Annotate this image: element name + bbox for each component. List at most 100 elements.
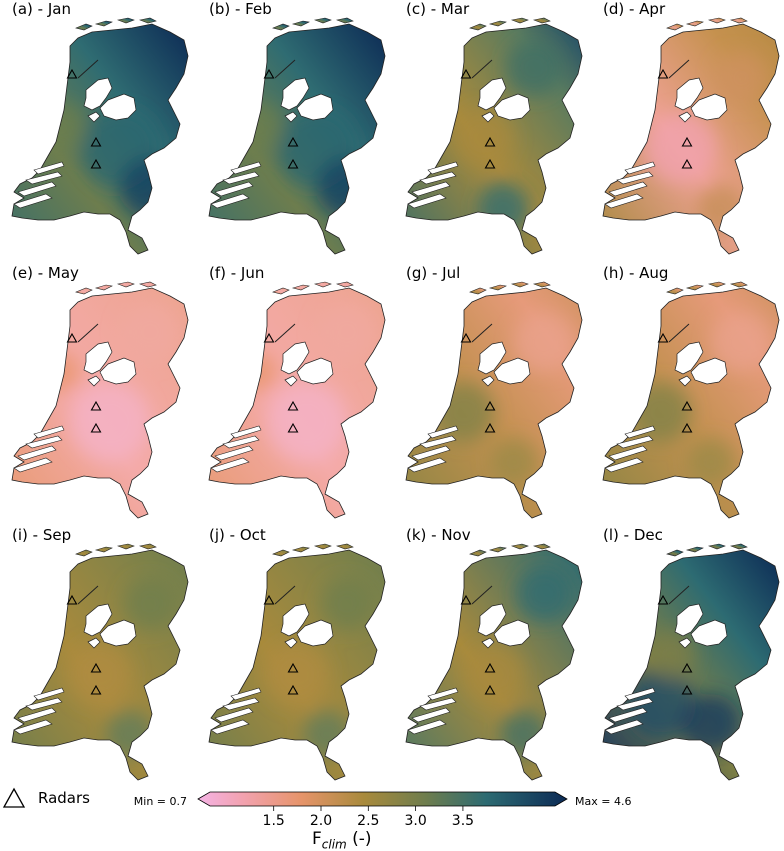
colorbar-gradient — [197, 791, 568, 807]
netherlands-map — [405, 543, 583, 781]
water-body — [284, 375, 298, 387]
wadden-island — [685, 284, 704, 291]
netherlands-map — [11, 281, 189, 519]
afsluitdijk — [274, 59, 296, 79]
estuary — [17, 181, 57, 197]
wadden-island — [707, 281, 726, 288]
water-body — [674, 77, 704, 111]
radar-marker — [657, 68, 669, 79]
estuary — [17, 445, 57, 461]
water-body — [690, 357, 728, 385]
netherlands-map — [602, 17, 780, 255]
water-body — [83, 341, 113, 375]
radar-marker — [287, 136, 299, 147]
colorbar-max-label: Max = 4.6 — [575, 795, 631, 808]
estuary — [427, 161, 459, 175]
wadden-island — [75, 23, 93, 31]
water-body — [99, 619, 137, 647]
water-body — [493, 93, 531, 121]
radar-marker — [90, 400, 102, 411]
month-map-panel: (e) - May — [0, 264, 196, 528]
radar-marker — [66, 68, 78, 79]
month-map-panel: (i) - Sep — [0, 526, 196, 790]
estuary — [33, 687, 65, 701]
wadden-island — [335, 17, 354, 24]
radar-marker — [484, 684, 496, 695]
country-outline — [405, 549, 583, 781]
radar-marker — [681, 684, 693, 695]
afsluitdijk — [668, 59, 690, 79]
panel-label: (g) - Jul — [406, 264, 461, 282]
colorbar-title: Fclim (-) — [312, 829, 372, 851]
wadden-island — [510, 17, 529, 24]
colorbar-tick-label: 2.5 — [357, 813, 379, 829]
radar-marker — [90, 662, 102, 673]
colorbar-ticks: 1.5 2.0 2.5 3.0 3.5 — [263, 806, 474, 829]
estuary — [13, 457, 53, 473]
month-map-panel: (b) - Feb — [197, 0, 393, 264]
water-body — [99, 357, 137, 385]
wadden-island — [666, 287, 684, 295]
estuary — [604, 719, 644, 735]
estuary — [608, 445, 648, 461]
estuary — [624, 425, 656, 439]
panel-label: (e) - May — [12, 264, 79, 282]
panel-label: (j) - Oct — [209, 526, 266, 544]
month-map-panel: (j) - Oct — [197, 526, 393, 790]
country-outline — [602, 23, 780, 255]
panel-label: (f) - Jun — [209, 264, 265, 282]
estuary — [604, 457, 644, 473]
colorbar-tick-label: 3.0 — [404, 813, 426, 829]
wadden-island — [291, 20, 310, 27]
wadden-island — [313, 281, 332, 288]
month-map-panel: (f) - Jun — [197, 264, 393, 528]
afsluitdijk — [77, 59, 99, 79]
estuary — [407, 719, 447, 735]
water-body — [481, 637, 495, 649]
water-body — [481, 111, 495, 123]
panel-label: (c) - Mar — [406, 0, 470, 18]
colorbar-min-label: Min = 0.7 — [134, 795, 187, 808]
radar-marker — [681, 136, 693, 147]
radar-marker — [681, 400, 693, 411]
wadden-island — [532, 17, 551, 24]
radar-marker — [484, 422, 496, 433]
wadden-island — [272, 549, 290, 557]
country-outline — [11, 287, 189, 519]
water-body — [296, 357, 334, 385]
estuary — [214, 181, 254, 197]
afsluitdijk — [668, 585, 690, 605]
radar-marker — [484, 662, 496, 673]
netherlands-map — [11, 543, 189, 781]
radar-marker — [263, 594, 275, 605]
estuary — [624, 161, 656, 175]
afsluitdijk — [668, 323, 690, 343]
wadden-island — [291, 546, 310, 553]
estuary — [25, 697, 63, 711]
country-outline — [405, 23, 583, 255]
wadden-island — [138, 543, 157, 550]
radar-marker — [657, 332, 669, 343]
afsluitdijk — [274, 585, 296, 605]
month-map-panel: (c) - Mar — [394, 0, 590, 264]
water-body — [284, 637, 298, 649]
estuary — [411, 707, 451, 723]
radar-marker — [90, 136, 102, 147]
radar-marker — [90, 422, 102, 433]
country-outline — [208, 287, 386, 519]
wadden-island — [532, 543, 551, 550]
wadden-island — [335, 543, 354, 550]
wadden-island — [469, 549, 487, 557]
estuary — [13, 719, 53, 735]
estuary — [624, 687, 656, 701]
radar-marker — [287, 158, 299, 169]
wadden-island — [469, 23, 487, 31]
water-body — [678, 111, 692, 123]
panel-label: (i) - Sep — [12, 526, 72, 544]
country-outline — [602, 549, 780, 781]
afsluitdijk — [471, 59, 493, 79]
water-body — [690, 619, 728, 647]
water-body — [477, 603, 507, 637]
radar-marker — [66, 332, 78, 343]
estuary — [427, 425, 459, 439]
